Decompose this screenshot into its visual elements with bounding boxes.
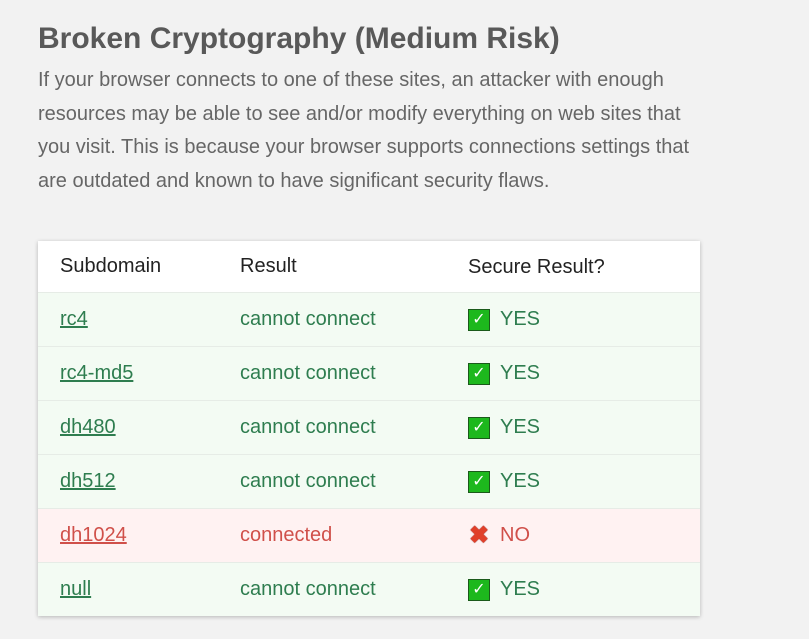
check-icon: ✓	[468, 578, 490, 601]
secure-text: YES	[500, 470, 541, 492]
secure-text: YES	[500, 578, 541, 600]
table-row: dh512 cannot connect ✓ YES	[38, 454, 700, 508]
header-subdomain: Subdomain	[60, 255, 162, 277]
cross-icon: ✖	[468, 522, 490, 549]
table-row: rc4 cannot connect ✓ YES	[38, 292, 700, 346]
secure-result: ✓ YES	[468, 293, 540, 346]
secure-text: YES	[500, 308, 541, 330]
secure-result: ✓ YES	[468, 347, 540, 400]
result-text: cannot connect	[240, 416, 376, 438]
check-icon: ✓	[468, 362, 490, 385]
result-text: cannot connect	[240, 362, 376, 384]
secure-text: NO	[500, 524, 530, 546]
subdomain-link[interactable]: dh512	[60, 470, 116, 492]
subdomain-link[interactable]: rc4	[60, 308, 88, 330]
result-text: cannot connect	[240, 578, 376, 600]
section-title: Broken Cryptography (Medium Risk)	[38, 22, 560, 55]
header-secure: Secure Result?	[468, 256, 605, 278]
secure-result: ✓ YES	[468, 563, 540, 616]
table-row: dh1024 connected ✖ NO	[38, 508, 700, 562]
secure-result: ✓ YES	[468, 455, 540, 508]
table-header: Subdomain Result Secure Result?	[38, 241, 700, 292]
header-result: Result	[240, 255, 297, 277]
results-table: Subdomain Result Secure Result? rc4 canno…	[38, 241, 700, 616]
result-text: connected	[240, 524, 333, 546]
subdomain-link[interactable]: dh480	[60, 416, 116, 438]
result-text: cannot connect	[240, 470, 376, 492]
subdomain-link[interactable]: rc4-md5	[60, 362, 134, 384]
check-icon: ✓	[468, 416, 490, 439]
secure-result: ✖ NO	[468, 509, 530, 562]
secure-text: YES	[500, 416, 541, 438]
secure-text: YES	[500, 362, 541, 384]
secure-result: ✓ YES	[468, 401, 540, 454]
subdomain-link[interactable]: null	[60, 578, 92, 600]
table-row: dh480 cannot connect ✓ YES	[38, 400, 700, 454]
section-description: If your browser connects to one of these…	[38, 69, 690, 192]
result-text: cannot connect	[240, 308, 376, 330]
subdomain-link[interactable]: dh1024	[60, 524, 127, 546]
table-row: null cannot connect ✓ YES	[38, 562, 700, 616]
check-icon: ✓	[468, 308, 490, 331]
table-row: rc4-md5 cannot connect ✓ YES	[38, 346, 700, 400]
check-icon: ✓	[468, 470, 490, 493]
